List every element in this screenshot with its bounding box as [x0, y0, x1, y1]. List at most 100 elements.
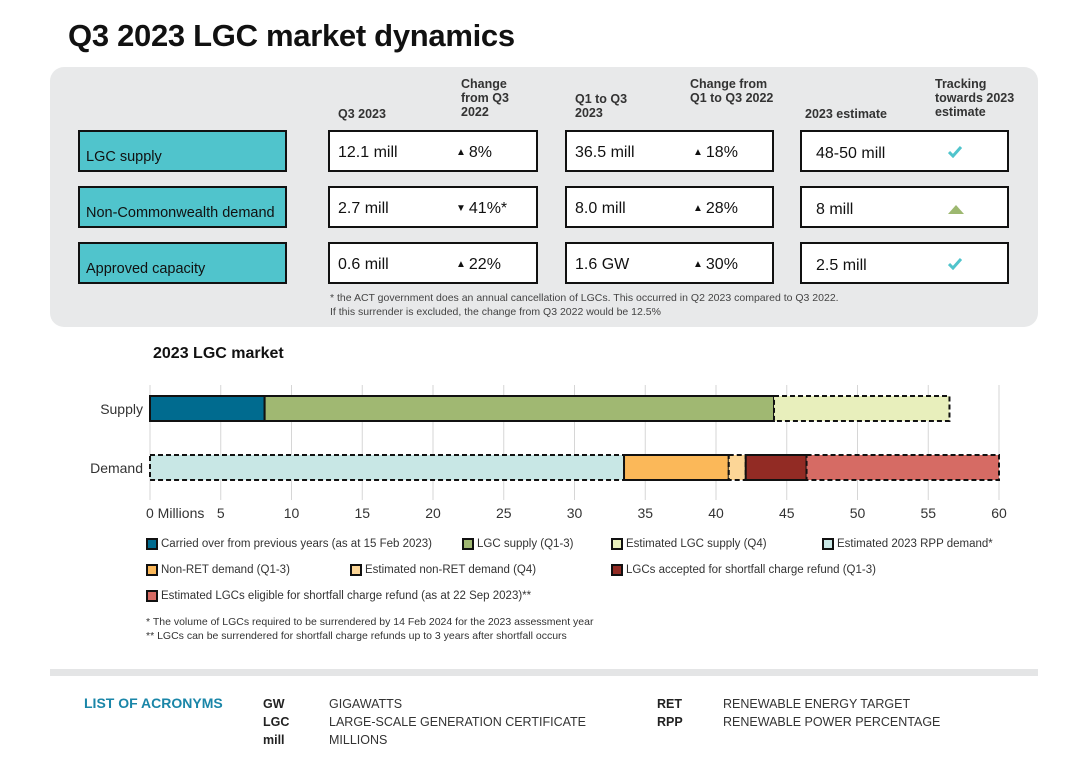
acronym-abbr: GW — [263, 697, 285, 711]
q3-value: 2.7 mill — [338, 200, 389, 217]
q3-value: 12.1 mill — [338, 144, 398, 161]
acronym-abbr: RET — [657, 697, 682, 711]
x-tick-label: 30 — [567, 505, 583, 521]
bar-segment — [149, 395, 266, 422]
legend-item: Estimated 2023 RPP demand* — [822, 538, 993, 550]
bar-segment — [623, 454, 730, 481]
legend-item: Estimated LGC supply (Q4) — [611, 538, 767, 550]
legend-label: Carried over from previous years (as at … — [161, 538, 433, 550]
y-category-label: Supply — [100, 401, 143, 417]
legend-swatch — [146, 538, 158, 550]
bar-chart: 0 Millions 5 10 15 20 25 30 35 40 45 50 55 60 Supply D… — [90, 385, 1007, 521]
arrow-down-icon: ▼ — [456, 203, 466, 214]
table-note-2: If this surrender is excluded, the chang… — [330, 306, 661, 318]
chart-footnote-2: ** LGCs can be surrendered for shortfall… — [146, 630, 567, 642]
arrow-up-icon: ▲ — [693, 203, 703, 214]
header-q3: Q3 2023 — [338, 107, 386, 121]
legend-item: Estimated LGCs eligible for shortfall ch… — [146, 590, 531, 602]
legend-swatch — [146, 564, 158, 576]
estimate-cell: 48-50 mill — [800, 130, 1009, 172]
x-tick-label: 15 — [354, 505, 370, 521]
check-icon — [947, 145, 963, 163]
arrow-up-icon: ▲ — [456, 259, 466, 270]
arrow-up-icon: ▲ — [693, 259, 703, 270]
legend-swatch — [611, 564, 623, 576]
acronym-full: RENEWABLE POWER PERCENTAGE — [723, 715, 941, 729]
q3-cell: 2.7 mill ▼ 41%* — [328, 186, 538, 228]
ytd-change: 28% — [705, 200, 738, 217]
ytd-value: 36.5 mill — [575, 144, 635, 161]
ytd-value: 8.0 mill — [575, 200, 626, 217]
x-tick-label: 60 — [991, 505, 1007, 521]
chart-footnote-1: * The volume of LGCs required to be surr… — [146, 616, 594, 628]
acronym-full: LARGE-SCALE GENERATION CERTIFICATE — [329, 715, 586, 729]
legend-swatch — [462, 538, 474, 550]
legend-label: Estimated 2023 RPP demand* — [837, 538, 993, 550]
header-estimate: 2023 estimate — [805, 107, 888, 121]
y-category-label: Demand — [90, 460, 143, 476]
estimate-value: 48-50 mill — [816, 145, 886, 162]
ytd-cell: 1.6 GW ▲ 30% — [565, 242, 774, 284]
legend-swatch — [350, 564, 362, 576]
bar-segment — [727, 454, 747, 481]
bar-segment — [744, 454, 808, 481]
legend-label: Non-RET demand (Q1-3) — [161, 564, 290, 576]
legend-swatch — [611, 538, 623, 550]
x-tick-label: 45 — [779, 505, 795, 521]
x-tick-label: 0 Millions — [146, 505, 204, 521]
q3-cell: 0.6 mill ▲ 22% — [328, 242, 538, 284]
ytd-cell: 36.5 mill ▲ 18% — [565, 130, 774, 172]
triangle-up-icon — [948, 201, 964, 219]
table-note-1: * the ACT government does an annual canc… — [330, 292, 839, 304]
header-change-ytd: Change from Q1 to Q3 2022 — [690, 77, 774, 105]
ytd-value: 1.6 GW — [575, 256, 630, 273]
ytd-change: 30% — [705, 256, 738, 273]
ytd-change: 18% — [705, 144, 738, 161]
x-tick-label: 25 — [496, 505, 512, 521]
bar-segment — [773, 395, 951, 422]
chart-title: 2023 LGC market — [153, 345, 284, 362]
estimate-cell: 2.5 mill — [800, 242, 1009, 284]
legend-item: LGCs accepted for shortfall charge refun… — [611, 564, 876, 576]
acronym-abbr: RPP — [657, 715, 683, 729]
acronym-full: RENEWABLE ENERGY TARGET — [723, 697, 911, 711]
q3-change: 41%* — [468, 200, 508, 217]
header-ytd: Q1 to Q3 2023 — [575, 92, 628, 120]
legend-label: Estimated LGCs eligible for shortfall ch… — [161, 590, 532, 602]
legend-item: Non-RET demand (Q1-3) — [146, 564, 290, 576]
acronyms-heading: LIST OF ACRONYMS — [84, 695, 223, 711]
q3-cell: 12.1 mill ▲ 8% — [328, 130, 538, 172]
acronym-full: GIGAWATTS — [329, 697, 403, 711]
header-change-q3: Change from Q3 2022 — [461, 77, 509, 119]
x-tick-label: 55 — [920, 505, 936, 521]
acronym-abbr: mill — [263, 733, 285, 747]
x-tick-label: 40 — [708, 505, 724, 521]
bar-segment — [149, 454, 626, 481]
acronym-full: MILLIONS — [329, 733, 388, 747]
x-tick-label: 50 — [850, 505, 866, 521]
row-label: Approved capacity — [78, 242, 287, 284]
q3-change: 22% — [468, 256, 501, 273]
legend-label: Estimated LGC supply (Q4) — [626, 538, 767, 550]
q3-change: 8% — [468, 144, 493, 161]
estimate-value: 2.5 mill — [816, 257, 867, 274]
x-tick-label: 35 — [637, 505, 653, 521]
acronym-abbr: LGC — [263, 715, 290, 729]
bar-segment — [805, 454, 1000, 481]
check-icon — [947, 257, 963, 275]
header-tracking: Tracking towards 2023 estimate — [935, 77, 1015, 119]
divider — [50, 669, 1038, 676]
legend-item: Estimated non-RET demand (Q4) — [350, 564, 536, 576]
x-tick-label: 20 — [425, 505, 441, 521]
x-tick-label: 5 — [217, 505, 225, 521]
row-label: LGC supply — [78, 130, 287, 172]
estimate-cell: 8 mill — [800, 186, 1009, 228]
arrow-up-icon: ▲ — [456, 147, 466, 158]
legend-label: LGCs accepted for shortfall charge refun… — [626, 564, 876, 576]
legend-swatch — [146, 590, 158, 602]
legend-item: Carried over from previous years (as at … — [146, 538, 432, 550]
q3-value: 0.6 mill — [338, 256, 389, 273]
bar-segment — [263, 395, 776, 422]
x-tick-label: 10 — [284, 505, 300, 521]
arrow-up-icon: ▲ — [693, 147, 703, 158]
